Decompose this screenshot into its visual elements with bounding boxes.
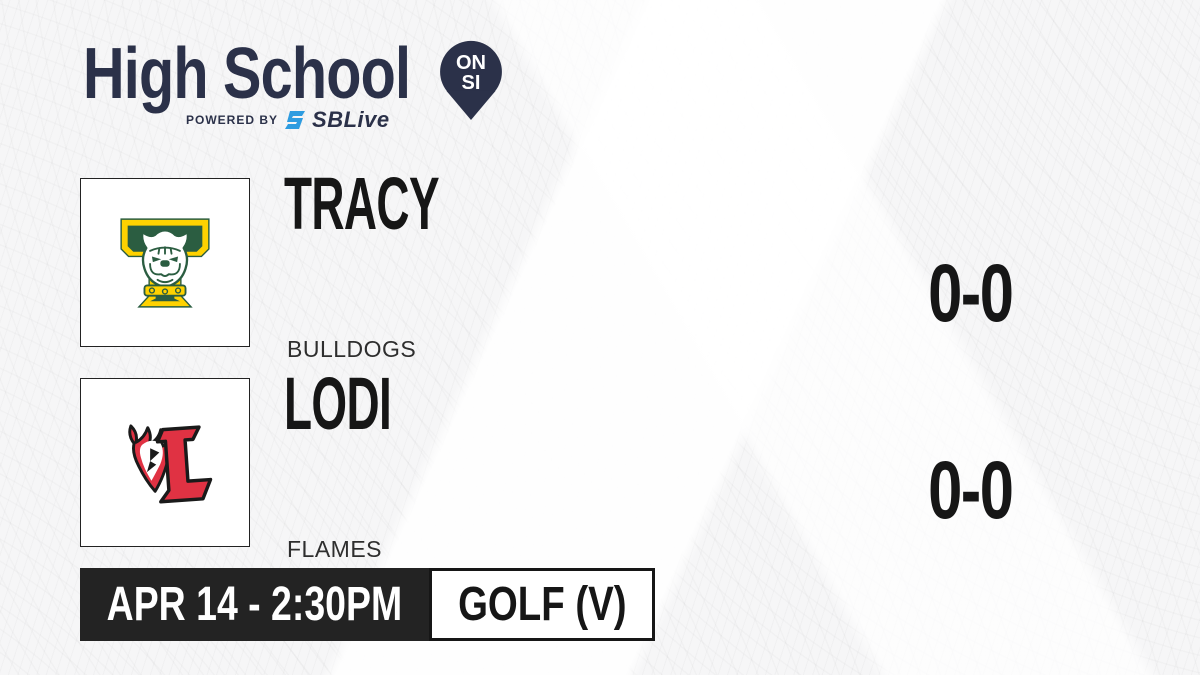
event-sport-badge: GOLF (V)	[429, 568, 655, 641]
pin-text-on: ON	[456, 52, 486, 74]
sblive-brand-text: SBLive	[312, 107, 390, 132]
event-info-bar: APR 14 - 2:30PM GOLF (V)	[80, 568, 655, 641]
team-record: 0-0	[927, 445, 1014, 536]
team-mascot: BULLDOGS	[287, 336, 417, 362]
powered-by-row: POWERED BY SBLive	[186, 107, 390, 133]
team-name: TRACY	[284, 162, 440, 245]
on-si-pin-icon: ON SI	[440, 40, 502, 120]
page-title: High School	[83, 38, 492, 110]
sblive-icon	[285, 111, 306, 129]
tracy-bulldogs-logo-icon	[120, 217, 210, 308]
team-mascot: FLAMES	[287, 536, 383, 562]
team-logo-box	[80, 178, 250, 347]
event-datetime-badge: APR 14 - 2:30PM	[80, 568, 429, 641]
powered-by-label: POWERED BY	[186, 113, 279, 127]
lodi-flames-logo-icon	[128, 423, 213, 503]
page-title-text: High School	[83, 34, 411, 114]
team-record: 0-0	[927, 248, 1014, 339]
pin-text-si: SI	[462, 72, 481, 94]
team-logo-box	[80, 378, 250, 547]
team-name: LODI	[284, 362, 392, 445]
